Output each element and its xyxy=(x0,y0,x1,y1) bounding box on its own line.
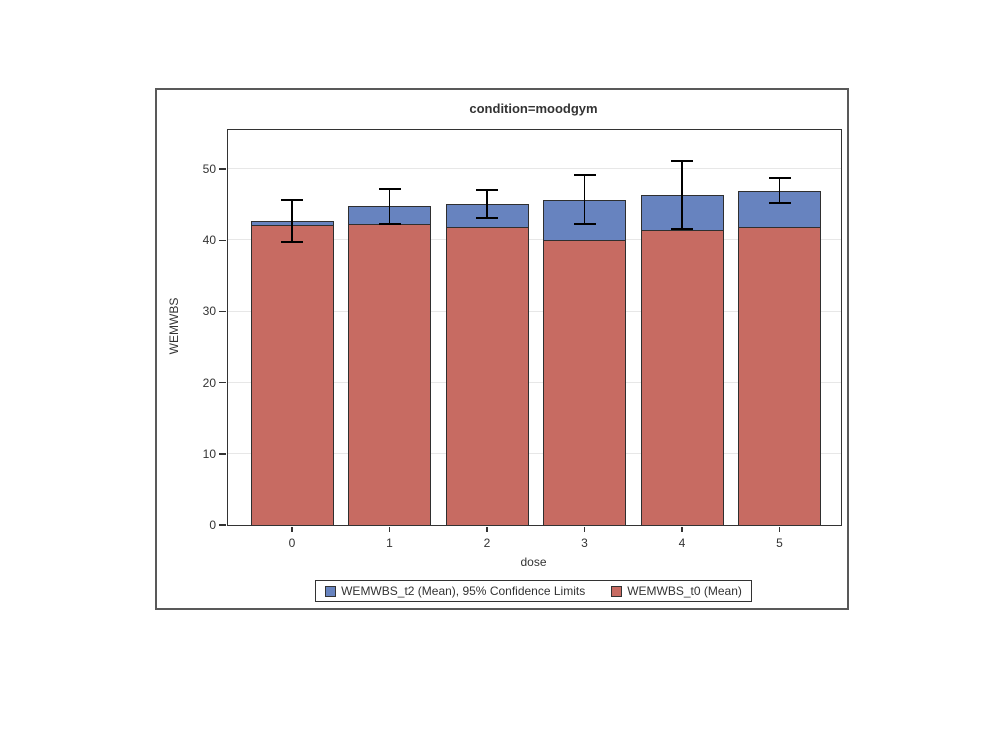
x-tick-label: 2 xyxy=(483,536,491,550)
legend-box: WEMWBS_t2 (Mean), 95% Confidence Limits W… xyxy=(315,580,752,602)
error-bar-cap-dose-4 xyxy=(671,160,693,163)
x-tick-mark xyxy=(681,527,683,532)
chart-title: condition=moodgym xyxy=(469,101,598,116)
y-tick-label: 20 xyxy=(202,375,216,390)
error-bar-cap-dose-0 xyxy=(281,199,303,202)
legend: WEMWBS_t2 (Mean), 95% Confidence Limits W… xyxy=(227,580,840,602)
y-tick-label: 40 xyxy=(202,233,216,248)
bar-wemwbs-t0-dose-3 xyxy=(543,240,626,525)
legend-swatch-1 xyxy=(611,585,623,597)
y-tick-mark xyxy=(219,310,226,313)
legend-swatch-0 xyxy=(325,585,337,597)
error-bar-dose-2 xyxy=(486,190,488,219)
x-tick-mark xyxy=(583,527,586,532)
legend-label: WEMWBS_t0 (Mean) xyxy=(627,584,742,598)
legend-item: WEMWBS_t0 (Mean) xyxy=(611,584,742,598)
gridline xyxy=(228,168,841,170)
error-bar-dose-5 xyxy=(778,178,781,204)
error-bar-cap-dose-2 xyxy=(476,189,498,192)
x-tick-label: 3 xyxy=(581,536,588,550)
error-bar-cap-dose-0 xyxy=(281,241,303,244)
gridline xyxy=(228,239,841,241)
x-tick-mark xyxy=(778,527,781,532)
chart-figure: condition=moodgym WEMWBS 0 10 20 30 40 50 0 1 2 3… xyxy=(155,88,849,610)
y-tick-label: 30 xyxy=(202,304,216,319)
gridline xyxy=(228,310,841,312)
legend-item: WEMWBS_t2 (Mean), 95% Confidence Limits xyxy=(325,584,585,598)
x-tick-label: 4 xyxy=(678,536,686,550)
x-axis-label: dose xyxy=(520,555,547,569)
error-bar-cap-dose-1 xyxy=(378,222,401,225)
bar-wemwbs-t0-dose-2 xyxy=(445,226,529,525)
bar-wemwbs-t0-dose-1 xyxy=(348,223,431,525)
x-tick-label: 0 xyxy=(288,536,296,550)
plot-area: 0 10 20 30 40 50 0 1 2 3 4 5 xyxy=(203,129,842,550)
y-tick-mark xyxy=(219,453,226,455)
x-tick-mark xyxy=(388,527,391,532)
x-tick-label: 5 xyxy=(776,536,783,550)
bar-wemwbs-t0-dose-0 xyxy=(250,224,334,525)
gridline xyxy=(228,452,841,454)
error-bar-dose-3 xyxy=(583,174,586,224)
error-bar-dose-4 xyxy=(681,161,683,229)
y-tick-label: 0 xyxy=(209,518,216,532)
y-tick-mark xyxy=(219,239,226,242)
error-bar-cap-dose-4 xyxy=(671,227,693,230)
x-tick-mark xyxy=(291,527,293,532)
gridline xyxy=(228,381,841,383)
error-bar-cap-dose-2 xyxy=(476,217,498,220)
x-tick-label: 1 xyxy=(386,536,393,550)
x-tick-mark xyxy=(486,527,488,532)
bar-wemwbs-t0-dose-5 xyxy=(738,226,821,525)
error-bar-cap-dose-3 xyxy=(573,222,596,225)
y-tick-mark xyxy=(219,524,226,526)
y-tick-label: 10 xyxy=(202,446,216,461)
y-tick-mark xyxy=(219,381,226,384)
y-tick-mark xyxy=(219,168,226,170)
error-bar-cap-dose-3 xyxy=(573,173,596,176)
error-bar-cap-dose-1 xyxy=(378,188,401,191)
error-bar-cap-dose-5 xyxy=(768,177,791,180)
error-bar-dose-1 xyxy=(388,189,391,224)
legend-label: WEMWBS_t2 (Mean), 95% Confidence Limits xyxy=(341,584,586,598)
bar-wemwbs-t0-dose-4 xyxy=(640,230,724,525)
y-tick-label: 50 xyxy=(202,162,216,177)
error-bar-dose-0 xyxy=(291,200,293,243)
error-bar-cap-dose-5 xyxy=(768,202,791,205)
